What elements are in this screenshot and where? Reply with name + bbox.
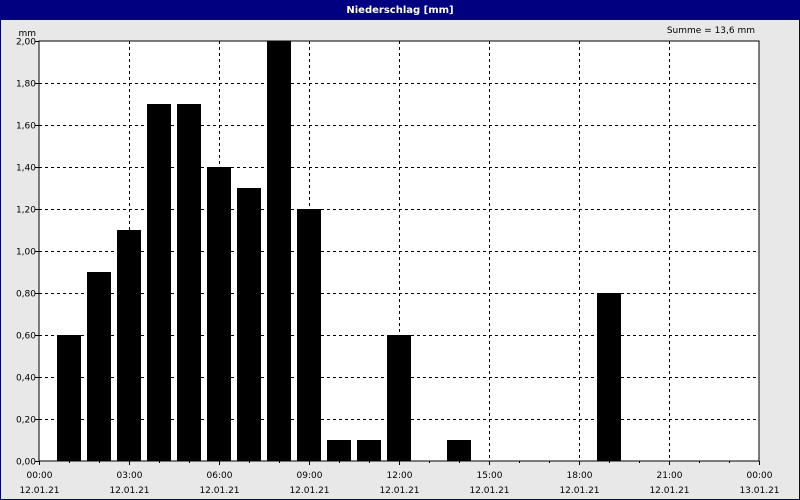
x-tick-date: 12.01.21 [199, 486, 239, 496]
bar [207, 167, 231, 461]
y-tick-label: 1,80 [16, 80, 36, 90]
x-tick-time: 12:00 [387, 471, 413, 481]
x-tick-date: 12.01.21 [649, 486, 689, 496]
y-tick-label: 2,00 [16, 38, 36, 48]
y-tick-label: 0,40 [16, 374, 36, 384]
x-tick-date: 12.01.21 [559, 486, 599, 496]
x-tick-date: 13.01.21 [739, 486, 779, 496]
x-tick-date: 12.01.21 [289, 486, 329, 496]
y-tick-label: 1,00 [16, 248, 36, 258]
x-tick-date: 12.01.21 [19, 486, 59, 496]
x-tick-time: 00:00 [747, 471, 773, 481]
x-tick-time: 00:00 [27, 471, 53, 481]
y-tick-label: 0,80 [16, 290, 36, 300]
bar [177, 104, 201, 461]
bar [387, 335, 411, 461]
bar [357, 440, 381, 461]
bar [57, 335, 81, 461]
x-tick-time: 15:00 [477, 471, 503, 481]
y-tick-label: 1,60 [16, 122, 36, 132]
y-tick-label: 0,60 [16, 332, 36, 342]
y-tick-label: 1,20 [16, 206, 36, 216]
x-tick-date: 12.01.21 [469, 486, 509, 496]
bar [327, 440, 351, 461]
bar [297, 209, 321, 461]
sum-label: Summe = 13,6 mm [666, 26, 755, 36]
bar [597, 293, 621, 461]
y-tick-label: 0,20 [16, 416, 36, 426]
bar [237, 188, 261, 461]
bar [87, 272, 111, 461]
x-tick-time: 21:00 [657, 471, 683, 481]
bar [447, 440, 471, 461]
window-title: Niederschlag [mm] [1, 1, 799, 20]
x-tick-time: 18:00 [567, 471, 593, 481]
bar [147, 104, 171, 461]
y-tick-label: 0,00 [16, 458, 36, 468]
y-tick-label: 1,40 [16, 164, 36, 174]
x-tick-time: 03:00 [117, 471, 143, 481]
bar [117, 230, 141, 461]
plot-border [38, 40, 760, 462]
y-axis-label: mm [18, 29, 36, 39]
bar [267, 41, 291, 461]
x-tick-time: 06:00 [207, 471, 233, 481]
x-tick-date: 12.01.21 [379, 486, 419, 496]
x-tick-time: 09:00 [297, 471, 323, 481]
x-tick-date: 12.01.21 [109, 486, 149, 496]
